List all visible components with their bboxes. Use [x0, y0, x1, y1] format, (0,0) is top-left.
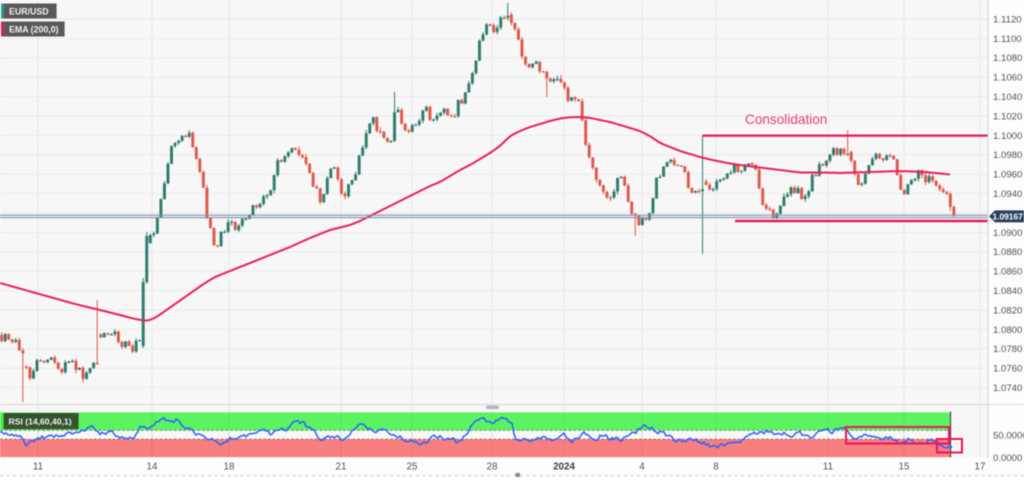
svg-text:EMA (200,0): EMA (200,0): [9, 24, 59, 34]
svg-text:1.0780: 1.0780: [993, 344, 1022, 355]
svg-text:15: 15: [899, 462, 910, 473]
svg-text:1.0860: 1.0860: [993, 267, 1022, 278]
svg-text:1.0820: 1.0820: [993, 305, 1022, 316]
svg-text:Consolidation: Consolidation: [745, 112, 827, 127]
svg-text:4: 4: [639, 462, 645, 473]
svg-text:1.0940: 1.0940: [993, 189, 1022, 200]
svg-text:1.09167: 1.09167: [993, 212, 1024, 222]
svg-text:2024: 2024: [553, 462, 575, 473]
svg-text:17: 17: [975, 462, 986, 473]
svg-text:1.0880: 1.0880: [993, 247, 1022, 258]
svg-text:21: 21: [336, 462, 347, 473]
svg-text:RSI (14,60,40,1): RSI (14,60,40,1): [9, 417, 72, 427]
svg-text:8: 8: [713, 462, 719, 473]
svg-text:1.1080: 1.1080: [993, 53, 1022, 64]
svg-text:0.0000: 0.0000: [993, 453, 1022, 464]
svg-text:1.0760: 1.0760: [993, 364, 1022, 375]
svg-text:1.1040: 1.1040: [993, 92, 1022, 103]
svg-text:1.1100: 1.1100: [993, 34, 1022, 45]
svg-text:1.1020: 1.1020: [993, 111, 1022, 122]
svg-text:18: 18: [224, 462, 235, 473]
svg-text:1.0740: 1.0740: [993, 383, 1022, 394]
svg-text:50.0000: 50.0000: [993, 430, 1024, 441]
svg-text:28: 28: [487, 462, 498, 473]
svg-text:1.0900: 1.0900: [993, 228, 1022, 239]
svg-text:25: 25: [407, 462, 418, 473]
svg-text:1.0800: 1.0800: [993, 325, 1022, 336]
svg-text:14: 14: [147, 462, 158, 473]
svg-text:1.1000: 1.1000: [993, 131, 1022, 142]
svg-text:11: 11: [33, 462, 43, 473]
svg-text:1.1120: 1.1120: [993, 14, 1022, 25]
svg-text:1.0840: 1.0840: [993, 286, 1022, 297]
svg-text:EUR/USD: EUR/USD: [9, 6, 49, 16]
svg-text:1.0960: 1.0960: [993, 170, 1022, 181]
svg-text:11: 11: [823, 462, 833, 473]
svg-text:1.1060: 1.1060: [993, 73, 1022, 84]
svg-text:1.0980: 1.0980: [993, 150, 1022, 161]
